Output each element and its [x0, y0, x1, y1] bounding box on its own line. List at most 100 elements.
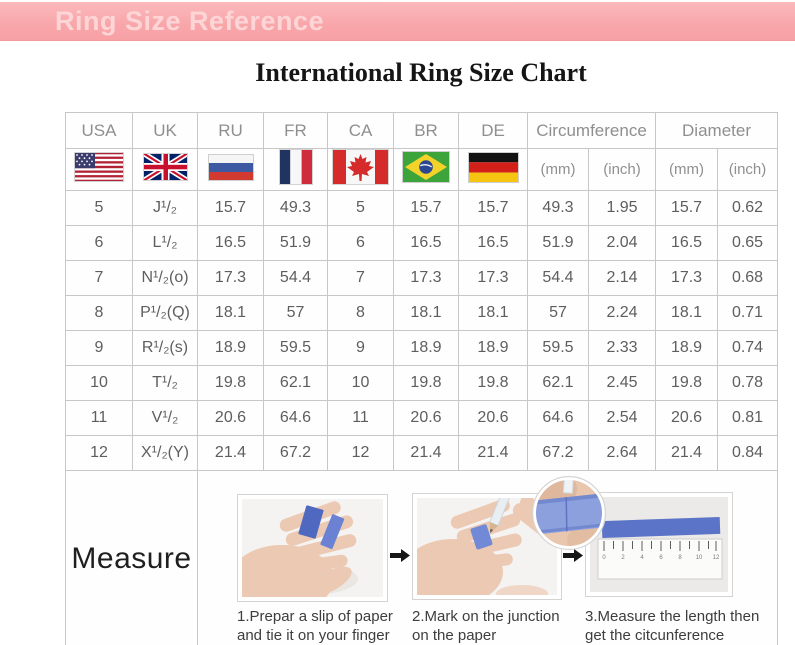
unit-circumference-mm: (mm) — [527, 148, 589, 191]
svg-text:6: 6 — [659, 555, 663, 561]
right-arrow-icon — [390, 549, 410, 562]
paper-strip — [320, 514, 345, 550]
magnifier-inset — [531, 475, 607, 551]
cell-ca: 10 — [327, 365, 394, 401]
cell-fr: 51.9 — [263, 225, 328, 261]
cell-de: 16.5 — [458, 225, 528, 261]
cell-circ_inch: 2.54 — [587, 400, 657, 436]
size-row: 7 N¹/₂(o) 17.3 54.4 7 17.3 17.3 54.4 2.14 17.3 0.6… — [65, 260, 779, 296]
usa-flag-icon — [74, 152, 124, 182]
cell-ru: 15.7 — [197, 190, 264, 226]
cell-dia_mm: 17.3 — [655, 260, 719, 296]
cell-ca: 6 — [327, 225, 394, 261]
cell-ca: 11 — [327, 400, 394, 436]
col-header-circumference: Circumference — [526, 112, 657, 149]
cell-br: 20.6 — [393, 400, 459, 436]
cell-de: 18.1 — [458, 295, 528, 331]
cell-usa: 9 — [65, 330, 133, 366]
cell-uk: T¹/₂ — [132, 365, 198, 401]
cell-uk: V¹/₂ — [132, 400, 198, 436]
cell-circ_mm: 51.9 — [527, 225, 589, 261]
hand-marking-illustration — [403, 490, 557, 605]
canada-flag-icon — [332, 149, 389, 185]
col-header-br: BR — [393, 112, 459, 149]
cell-ru: 20.6 — [197, 400, 264, 436]
col-header-usa: USA — [65, 112, 133, 149]
cell-dia_mm: 15.7 — [655, 190, 719, 226]
unit-diameter-inch: (inch) — [717, 148, 779, 191]
ruler: 0 2 4 6 8 10 12 — [597, 538, 723, 580]
banner-title: Ring Size Reference — [55, 6, 325, 36]
cell-circ_inch: 1.95 — [587, 190, 657, 226]
cell-ru: 19.8 — [197, 365, 264, 401]
cell-dia_mm: 20.6 — [655, 400, 719, 436]
size-row: 5 J¹/₂ 15.7 49.3 5 15.7 15.7 49.3 1.95 15.7 0.62 — [65, 190, 779, 226]
svg-text:2: 2 — [621, 555, 625, 561]
flag-cell-germany — [458, 148, 528, 191]
cell-ru: 18.9 — [197, 330, 264, 366]
cell-circ_inch: 2.24 — [587, 295, 657, 331]
cell-de: 15.7 — [458, 190, 528, 226]
hand-with-paper-illustration — [230, 499, 383, 613]
cell-de: 18.9 — [458, 330, 528, 366]
cell-dia_inch: 0.78 — [717, 365, 779, 401]
step2-photo — [403, 490, 562, 605]
cell-fr: 62.1 — [263, 365, 328, 401]
cell-fr: 59.5 — [263, 330, 328, 366]
cell-ru: 16.5 — [197, 225, 264, 261]
flag-header-row: (mm) (inch) (mm) (inch) — [65, 148, 779, 191]
cell-usa: 7 — [65, 260, 133, 296]
france-flag-icon — [278, 149, 313, 185]
cell-circ_mm: 62.1 — [527, 365, 589, 401]
cell-circ_inch: 2.64 — [587, 435, 657, 471]
flag-cell-canada — [327, 148, 394, 191]
cell-de: 20.6 — [458, 400, 528, 436]
page-title: International Ring Size Chart — [255, 58, 587, 87]
cell-dia_inch: 0.84 — [717, 435, 779, 471]
cell-ca: 12 — [327, 435, 394, 471]
measure-row: Measure — [65, 470, 779, 645]
flag-cell-russia — [197, 148, 264, 191]
cell-fr: 54.4 — [263, 260, 328, 296]
cell-uk: P¹/₂(Q) — [132, 295, 198, 331]
size-row: 12 X¹/₂(Y) 21.4 67.2 12 21.4 21.4 67.2 2.64 21.4 0… — [65, 435, 779, 471]
col-header-uk: UK — [132, 112, 198, 149]
paper-strip — [298, 505, 324, 539]
cell-dia_inch: 0.65 — [717, 225, 779, 261]
paper-band — [470, 524, 493, 550]
size-row: 8 P¹/₂(Q) 18.1 57 8 18.1 18.1 57 2.24 18.1 0.71 — [65, 295, 779, 331]
cell-circ_inch: 2.14 — [587, 260, 657, 296]
finger-closeup-illustration — [531, 475, 607, 551]
cell-dia_mm: 18.9 — [655, 330, 719, 366]
cell-circ_mm: 49.3 — [527, 190, 589, 226]
cell-fr: 57 — [263, 295, 328, 331]
cell-dia_mm: 16.5 — [655, 225, 719, 261]
cell-uk: X¹/₂(Y) — [132, 435, 198, 471]
step2-caption: 2.Mark on the junction on the paper — [412, 608, 560, 644]
pencil — [562, 477, 575, 494]
cell-ca: 8 — [327, 295, 394, 331]
cell-circ_inch: 2.04 — [587, 225, 657, 261]
cell-usa: 11 — [65, 400, 133, 436]
cell-circ_mm: 59.5 — [527, 330, 589, 366]
cell-dia_inch: 0.74 — [717, 330, 779, 366]
col-header-fr: FR — [263, 112, 328, 149]
cell-circ_mm: 64.6 — [527, 400, 589, 436]
size-row: 6 L¹/₂ 16.5 51.9 6 16.5 16.5 51.9 2.04 16.5 0.65 — [65, 225, 779, 261]
cell-de: 21.4 — [458, 435, 528, 471]
unit-diameter-mm: (mm) — [655, 148, 719, 191]
country-header-row: USA UK RU FR CA BR DE Circumference Diam… — [65, 112, 779, 149]
cell-fr: 49.3 — [263, 190, 328, 226]
cell-fr: 67.2 — [263, 435, 328, 471]
cell-dia_mm: 19.8 — [655, 365, 719, 401]
cell-usa: 8 — [65, 295, 133, 331]
banner: Ring Size Reference — [0, 2, 795, 41]
cell-ru: 18.1 — [197, 295, 264, 331]
flag-cell-uk — [132, 148, 198, 191]
ruler-measurement-illustration: 0 2 4 6 8 10 12 — [590, 497, 728, 592]
cell-dia_mm: 21.4 — [655, 435, 719, 471]
step1-caption: 1.Prepar a slip of paper and tie it on y… — [237, 608, 393, 644]
germany-flag-icon — [467, 151, 519, 183]
cell-usa: 12 — [65, 435, 133, 471]
unit-circumference-inch: (inch) — [587, 148, 657, 191]
